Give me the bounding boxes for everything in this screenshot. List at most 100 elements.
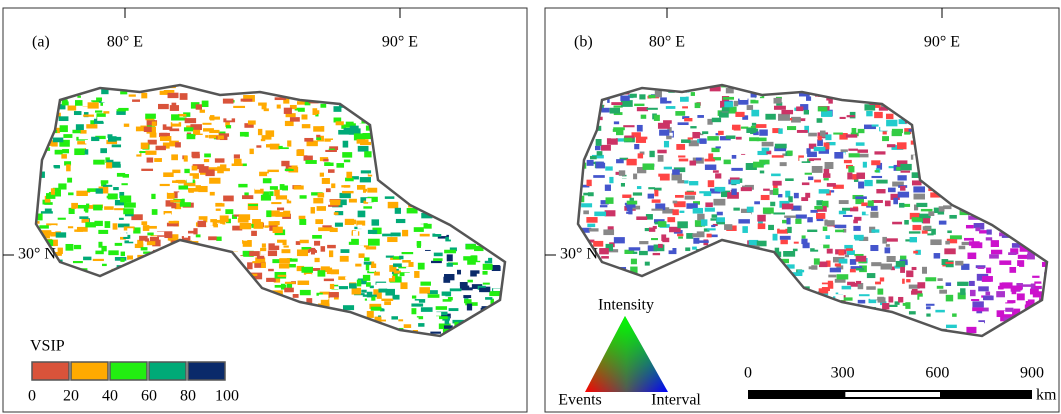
pixel-patch <box>1049 287 1060 293</box>
pixel-patch <box>884 286 893 289</box>
pixel-patch <box>58 218 66 220</box>
legend-tick: 40 <box>102 388 118 405</box>
pixel-patch <box>902 100 910 103</box>
pixel-patch <box>258 129 262 135</box>
pixel-patch <box>1050 292 1058 299</box>
pixel-patch <box>802 235 806 238</box>
pixel-patch <box>162 300 171 304</box>
pixel-patch <box>1049 164 1053 166</box>
pixel-patch <box>974 223 980 228</box>
pixel-patch <box>978 84 986 90</box>
pixel-patch <box>180 258 190 264</box>
pixel-patch <box>929 176 939 179</box>
pixel-patch <box>381 107 390 109</box>
pixel-patch <box>194 277 202 283</box>
pixel-patch <box>344 185 350 188</box>
pixel-patch <box>780 236 791 240</box>
pixel-patch <box>668 244 673 250</box>
pixel-patch <box>501 167 506 171</box>
pixel-patch <box>1026 278 1035 281</box>
pixel-patch <box>315 219 323 224</box>
pixel-patch <box>797 270 804 272</box>
pixel-patch <box>676 272 681 278</box>
pixel-patch <box>748 286 760 288</box>
legend-tick: 80 <box>180 388 196 405</box>
pixel-patch <box>135 287 144 291</box>
pixel-patch <box>990 180 999 184</box>
pixel-patch <box>972 143 976 146</box>
pixel-patch <box>418 135 430 141</box>
pixel-patch <box>289 195 296 201</box>
pixel-patch <box>685 297 695 300</box>
pixel-patch <box>298 336 303 341</box>
pixel-patch <box>338 130 349 135</box>
pixel-patch <box>351 89 360 94</box>
pixel-patch <box>447 254 453 261</box>
pixel-patch <box>747 316 756 318</box>
pixel-patch <box>740 213 751 216</box>
pixel-patch <box>910 237 917 242</box>
pixel-patch <box>500 311 511 316</box>
pixel-patch <box>855 196 867 199</box>
pixel-patch <box>901 171 911 173</box>
pixel-patch <box>279 258 290 264</box>
pixel-patch <box>846 248 853 251</box>
pixel-patch <box>471 173 477 175</box>
pixel-patch <box>990 214 1000 217</box>
pixel-patch <box>47 295 54 299</box>
pixel-patch <box>180 93 188 100</box>
pixel-patch <box>1012 290 1017 294</box>
pixel-patch <box>270 186 278 190</box>
pixel-patch <box>711 148 719 152</box>
pixel-patch <box>414 156 423 161</box>
pixel-patch <box>772 155 784 157</box>
pixel-patch <box>892 133 902 136</box>
pixel-patch <box>850 259 856 265</box>
pixel-patch <box>668 267 676 271</box>
pixel-patch <box>131 263 139 268</box>
pixel-patch <box>805 311 811 316</box>
pixel-patch <box>737 313 747 319</box>
pixel-patch <box>588 319 599 325</box>
pixel-patch <box>695 284 705 290</box>
pixel-patch <box>791 303 796 306</box>
pixel-patch <box>866 111 872 116</box>
pixel-patch <box>47 266 55 270</box>
pixel-patch <box>598 284 606 286</box>
pixel-patch <box>734 320 743 322</box>
pixel-patch <box>974 84 981 88</box>
pixel-patch <box>1017 260 1024 267</box>
pixel-patch <box>783 251 795 257</box>
pixel-patch <box>805 193 810 198</box>
pixel-patch <box>447 202 451 207</box>
pixel-patch <box>499 108 507 113</box>
pixel-patch <box>973 108 981 114</box>
pixel-patch <box>785 178 794 181</box>
pixel-patch <box>844 245 853 249</box>
pixel-patch <box>442 129 452 132</box>
pixel-patch <box>1005 308 1013 312</box>
pixel-patch <box>898 192 909 198</box>
pixel-patch <box>1050 100 1057 105</box>
legend-swatch <box>32 362 69 380</box>
pixel-patch <box>886 244 890 247</box>
pixel-patch <box>294 185 304 189</box>
pixel-patch <box>1021 148 1029 155</box>
pixel-patch <box>752 262 758 266</box>
pixel-patch <box>249 251 260 256</box>
pixel-patch <box>846 309 851 312</box>
pixel-patch <box>309 327 315 329</box>
pixel-patch <box>920 169 928 174</box>
pixel-patch <box>379 168 390 170</box>
pixel-patch <box>711 225 715 227</box>
pixel-patch <box>892 129 903 133</box>
pixel-patch <box>667 335 677 342</box>
pixel-patch <box>324 279 334 282</box>
pixel-patch <box>412 295 416 298</box>
pixel-patch <box>167 192 175 198</box>
pixel-patch <box>166 122 170 127</box>
pixel-patch <box>384 98 395 101</box>
pixel-patch <box>458 297 464 303</box>
pixel-patch <box>954 130 959 137</box>
pixel-patch <box>263 178 272 183</box>
